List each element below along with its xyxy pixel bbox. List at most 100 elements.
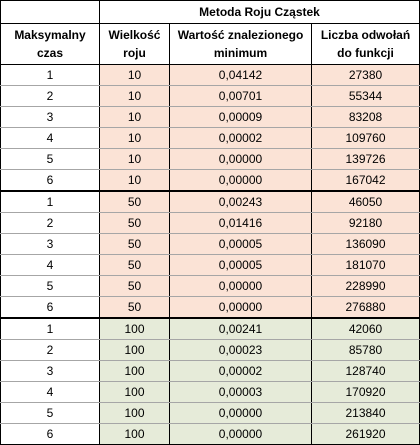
cell-max-time: 2 bbox=[0, 212, 100, 234]
cell-function-calls: 139726 bbox=[311, 148, 420, 170]
cell-minimum-value: 0,00002 bbox=[169, 127, 312, 149]
cell-function-calls: 261920 bbox=[311, 423, 420, 445]
cell-max-time: 2 bbox=[0, 339, 100, 361]
cell-swarm-size: 100 bbox=[99, 339, 170, 361]
cell-function-calls: 55344 bbox=[311, 85, 420, 107]
cell-swarm-size: 50 bbox=[99, 233, 170, 255]
cell-swarm-size: 100 bbox=[99, 402, 170, 424]
header-max-time-line2: czas bbox=[36, 46, 64, 60]
cell-swarm-size: 100 bbox=[99, 423, 170, 445]
cell-max-time: 3 bbox=[0, 233, 100, 255]
cell-function-calls: 228990 bbox=[311, 275, 420, 297]
cell-minimum-value: 0,01416 bbox=[169, 212, 312, 234]
header-swarm-size: Wielkość roju bbox=[99, 23, 170, 65]
cell-minimum-value: 0,00009 bbox=[169, 106, 312, 128]
title-row: Metoda Roju Cząstek bbox=[0, 0, 420, 24]
cell-max-time: 4 bbox=[0, 381, 100, 403]
cell-swarm-size: 50 bbox=[99, 275, 170, 297]
cell-function-calls: 213840 bbox=[311, 402, 420, 424]
cell-minimum-value: 0,00005 bbox=[169, 233, 312, 255]
cell-max-time: 6 bbox=[0, 169, 100, 192]
cell-function-calls: 85780 bbox=[311, 339, 420, 361]
cell-minimum-value: 0,00701 bbox=[169, 85, 312, 107]
cell-function-calls: 27380 bbox=[311, 64, 420, 86]
table-row: 1 100 0,00241 42060 bbox=[0, 318, 420, 340]
cell-swarm-size: 50 bbox=[99, 296, 170, 319]
table-row: 3 100 0,00002 128740 bbox=[0, 360, 420, 382]
cell-max-time: 5 bbox=[0, 402, 100, 424]
cell-swarm-size: 100 bbox=[99, 381, 170, 403]
header-row: Maksymalny czas Wielkość roju Wartość zn… bbox=[0, 23, 420, 65]
table-row: 4 100 0,00003 170920 bbox=[0, 381, 420, 403]
cell-swarm-size: 50 bbox=[99, 212, 170, 234]
cell-swarm-size: 100 bbox=[99, 318, 170, 340]
cell-max-time: 1 bbox=[0, 191, 100, 213]
cell-minimum-value: 0,00000 bbox=[169, 296, 312, 319]
header-max-time-line1: Maksymalny bbox=[14, 28, 86, 42]
cell-swarm-size: 10 bbox=[99, 127, 170, 149]
table-title: Metoda Roju Cząstek bbox=[99, 0, 420, 24]
table-row: 5 50 0,00000 228990 bbox=[0, 275, 420, 297]
cell-max-time: 1 bbox=[0, 64, 100, 86]
cell-function-calls: 109760 bbox=[311, 127, 420, 149]
table-row: 1 10 0,04142 27380 bbox=[0, 64, 420, 86]
table-row: 6 50 0,00000 276880 bbox=[0, 296, 420, 319]
cell-swarm-size: 50 bbox=[99, 191, 170, 213]
cell-minimum-value: 0,00000 bbox=[169, 423, 312, 445]
cell-max-time: 5 bbox=[0, 148, 100, 170]
cell-swarm-size: 10 bbox=[99, 169, 170, 192]
cell-function-calls: 276880 bbox=[311, 296, 420, 319]
header-minimum-value-line2: minimum bbox=[213, 46, 268, 60]
cell-function-calls: 83208 bbox=[311, 106, 420, 128]
header-function-calls-line2: do funkcji bbox=[337, 46, 394, 60]
cell-minimum-value: 0,00023 bbox=[169, 339, 312, 361]
cell-function-calls: 170920 bbox=[311, 381, 420, 403]
cell-max-time: 2 bbox=[0, 85, 100, 107]
cell-swarm-size: 50 bbox=[99, 254, 170, 276]
cell-max-time: 3 bbox=[0, 360, 100, 382]
header-function-calls-line1: Liczba odwołań bbox=[320, 28, 411, 42]
table-body: 1 10 0,04142 27380 2 10 0,00701 55344 3 10 0,00009… bbox=[0, 64, 420, 445]
table-row: 5 10 0,00000 139726 bbox=[0, 148, 420, 170]
cell-swarm-size: 100 bbox=[99, 360, 170, 382]
cell-max-time: 4 bbox=[0, 254, 100, 276]
header-swarm-size-line1: Wielkość bbox=[108, 28, 161, 42]
cell-function-calls: 42060 bbox=[311, 318, 420, 340]
cell-minimum-value: 0,00243 bbox=[169, 191, 312, 213]
corner-cell bbox=[0, 0, 100, 24]
cell-max-time: 4 bbox=[0, 127, 100, 149]
cell-function-calls: 92180 bbox=[311, 212, 420, 234]
cell-swarm-size: 10 bbox=[99, 148, 170, 170]
table-row: 3 10 0,00009 83208 bbox=[0, 106, 420, 128]
cell-function-calls: 128740 bbox=[311, 360, 420, 382]
cell-max-time: 6 bbox=[0, 296, 100, 319]
cell-minimum-value: 0,00002 bbox=[169, 360, 312, 382]
cell-swarm-size: 10 bbox=[99, 106, 170, 128]
cell-max-time: 1 bbox=[0, 318, 100, 340]
cell-minimum-value: 0,00000 bbox=[169, 402, 312, 424]
cell-function-calls: 167042 bbox=[311, 169, 420, 192]
table-row: 6 10 0,00000 167042 bbox=[0, 169, 420, 192]
header-max-time: Maksymalny czas bbox=[0, 23, 100, 65]
header-minimum-value: Wartość znalezionego minimum bbox=[169, 23, 312, 65]
cell-function-calls: 136090 bbox=[311, 233, 420, 255]
cell-minimum-value: 0,00005 bbox=[169, 254, 312, 276]
table-row: 5 100 0,00000 213840 bbox=[0, 402, 420, 424]
cell-function-calls: 181070 bbox=[311, 254, 420, 276]
cell-max-time: 5 bbox=[0, 275, 100, 297]
cell-minimum-value: 0,00000 bbox=[169, 148, 312, 170]
table-row: 2 100 0,00023 85780 bbox=[0, 339, 420, 361]
cell-max-time: 3 bbox=[0, 106, 100, 128]
header-function-calls: Liczba odwołań do funkcji bbox=[311, 23, 420, 65]
cell-function-calls: 46050 bbox=[311, 191, 420, 213]
table-row: 6 100 0,00000 261920 bbox=[0, 423, 420, 445]
cell-minimum-value: 0,00003 bbox=[169, 381, 312, 403]
table-row: 4 10 0,00002 109760 bbox=[0, 127, 420, 149]
cell-swarm-size: 10 bbox=[99, 64, 170, 86]
cell-minimum-value: 0,04142 bbox=[169, 64, 312, 86]
table-row: 2 10 0,00701 55344 bbox=[0, 85, 420, 107]
cell-minimum-value: 0,00000 bbox=[169, 169, 312, 192]
header-swarm-size-line2: roju bbox=[123, 46, 146, 60]
table-row: 4 50 0,00005 181070 bbox=[0, 254, 420, 276]
table-row: 1 50 0,00243 46050 bbox=[0, 191, 420, 213]
